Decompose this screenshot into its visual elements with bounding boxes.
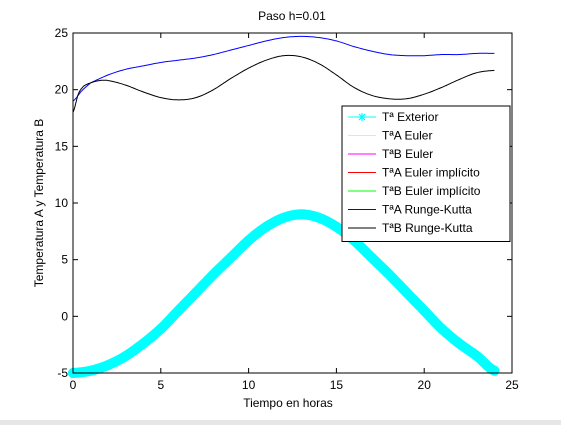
y-tick-label: 25 — [55, 26, 69, 40]
legend-label: TªB Runge-Kutta — [382, 221, 473, 235]
data-point — [313, 212, 324, 223]
data-point — [384, 269, 395, 280]
data-point — [489, 365, 500, 376]
data-point — [173, 305, 184, 316]
data-point — [243, 235, 254, 246]
y-tick-label: 20 — [55, 83, 69, 97]
legend-box — [341, 105, 511, 242]
legend-label: TªA Euler implícito — [382, 166, 480, 180]
data-point — [419, 305, 430, 316]
legend-label: TªB Euler — [382, 147, 433, 161]
legend-label: TªA Euler — [382, 129, 432, 143]
data-point — [138, 338, 149, 349]
data-point — [278, 212, 289, 223]
data-point — [366, 252, 377, 263]
legend-label: TªA Runge-Kutta — [382, 203, 472, 217]
legend-label: TªB Euler implícito — [382, 184, 481, 198]
x-tick-label: 0 — [70, 378, 77, 392]
series-line-5 — [72, 35, 495, 102]
x-tick-label: 10 — [242, 378, 256, 392]
data-point — [401, 287, 412, 298]
y-tick-label: -5 — [57, 366, 68, 380]
series-line-6 — [72, 54, 495, 113]
legend: Tª Exterior TªA Euler TªB Euler TªA Euler i… — [341, 105, 511, 242]
chart-title: Paso h=0.01 — [258, 9, 326, 23]
data-point — [454, 338, 465, 349]
asterisk-marker-icon — [358, 113, 366, 121]
y-tick-label: 15 — [55, 139, 69, 153]
legend-label: Tª Exterior — [382, 110, 438, 124]
x-tick-label: 25 — [505, 378, 519, 392]
data-point — [103, 360, 114, 371]
y-tick-label: 10 — [55, 196, 69, 210]
series-layer — [68, 35, 500, 378]
y-tick-label: 5 — [61, 253, 68, 267]
data-point — [120, 351, 131, 361]
data-point — [261, 221, 272, 232]
x-tick-label: 5 — [157, 378, 164, 392]
data-point — [471, 351, 482, 361]
data-point — [296, 209, 307, 220]
data-point — [208, 269, 219, 280]
data-point — [226, 252, 237, 263]
x-tick-label: 15 — [330, 378, 344, 392]
data-point — [155, 323, 166, 334]
x-axis-label: Tiempo en horas — [243, 396, 333, 410]
data-point — [331, 221, 342, 232]
data-point — [436, 323, 447, 334]
y-axis-label: Temperatura A y Temperatura B — [32, 119, 46, 288]
data-point — [190, 287, 201, 298]
y-tick-label: 0 — [61, 309, 68, 323]
data-point — [85, 365, 96, 376]
x-tick-label: 20 — [418, 378, 432, 392]
